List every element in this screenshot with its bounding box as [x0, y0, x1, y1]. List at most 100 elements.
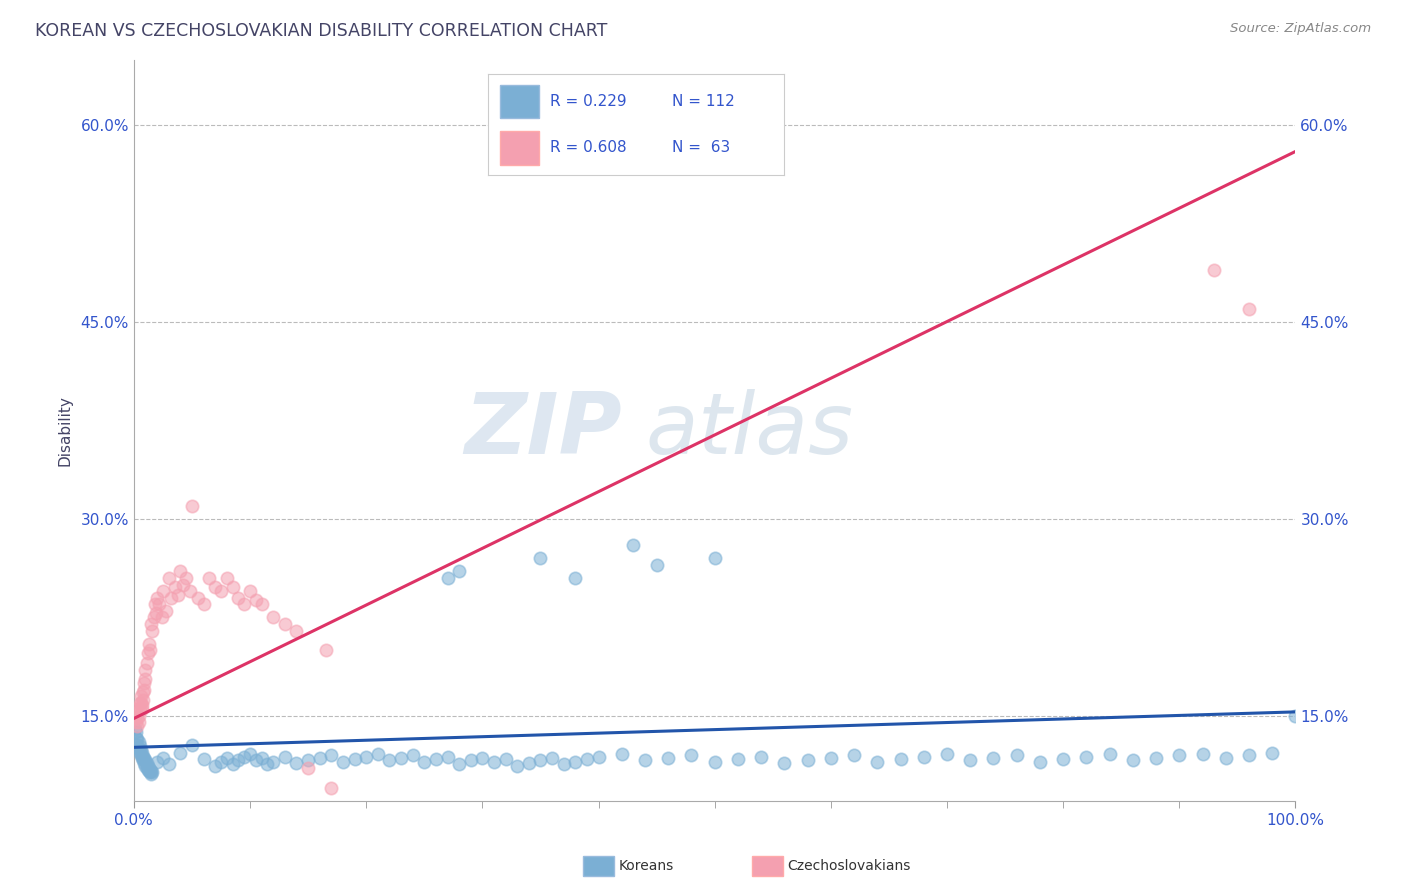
Point	[1168, 748, 1191, 763]
Point	[959, 754, 981, 768]
Point	[1076, 749, 1098, 764]
Point	[482, 755, 505, 769]
Point	[321, 748, 343, 763]
Point	[181, 738, 204, 752]
Point	[215, 571, 238, 585]
Point	[228, 754, 250, 768]
Point	[193, 597, 215, 611]
Point	[134, 756, 156, 770]
Point	[204, 758, 226, 772]
Point	[285, 624, 308, 638]
Point	[541, 751, 564, 765]
Point	[215, 751, 238, 765]
Point	[136, 763, 159, 777]
Point	[645, 558, 668, 572]
Point	[256, 757, 278, 772]
Point	[131, 751, 153, 765]
Point	[128, 715, 150, 730]
Point	[134, 758, 156, 772]
Point	[506, 758, 529, 772]
Point	[172, 577, 194, 591]
Point	[128, 741, 150, 756]
Point	[285, 756, 308, 770]
Point	[146, 755, 169, 769]
Point	[610, 747, 633, 761]
Point	[564, 755, 586, 769]
Point	[460, 754, 482, 768]
Point	[150, 610, 173, 624]
Point	[141, 764, 163, 778]
Point	[449, 565, 471, 579]
Point	[127, 738, 149, 752]
Point	[138, 637, 160, 651]
Point	[517, 756, 540, 770]
Point	[866, 755, 889, 769]
Point	[1005, 748, 1028, 763]
Point	[889, 752, 911, 766]
Point	[1191, 747, 1213, 761]
Point	[124, 722, 146, 736]
Point	[127, 732, 149, 747]
Point	[343, 752, 366, 766]
Point	[142, 610, 165, 624]
Point	[179, 584, 201, 599]
Point	[425, 752, 447, 766]
Point	[131, 746, 153, 760]
Point	[125, 715, 148, 730]
Point	[124, 702, 146, 716]
Point	[1098, 747, 1121, 761]
Point	[157, 571, 180, 585]
Point	[135, 756, 157, 770]
Point	[128, 696, 150, 710]
Point	[1204, 262, 1226, 277]
Point	[132, 685, 155, 699]
Point	[245, 593, 267, 607]
Text: atlas: atlas	[645, 389, 853, 472]
Point	[143, 597, 166, 611]
Point	[378, 754, 401, 768]
Point	[588, 749, 610, 764]
Point	[401, 748, 423, 763]
Point	[274, 749, 297, 764]
Point	[221, 580, 243, 594]
Point	[160, 591, 183, 605]
Point	[155, 604, 177, 618]
Point	[145, 607, 167, 621]
Point	[495, 752, 517, 766]
Point	[749, 749, 772, 764]
Point	[146, 591, 169, 605]
Point	[163, 580, 186, 594]
Point	[167, 588, 190, 602]
Point	[228, 591, 250, 605]
Point	[657, 751, 679, 765]
Point	[139, 643, 162, 657]
Point	[1284, 708, 1306, 723]
Point	[262, 610, 284, 624]
Point	[138, 761, 160, 775]
Point	[129, 689, 152, 703]
Point	[297, 754, 319, 768]
Point	[132, 749, 155, 764]
Point	[233, 749, 256, 764]
Point	[274, 616, 297, 631]
Point	[141, 765, 163, 780]
Point	[413, 755, 436, 769]
Point	[134, 676, 156, 690]
Point	[1144, 751, 1167, 765]
Text: ZIP: ZIP	[464, 389, 621, 472]
Point	[842, 748, 865, 763]
Point	[250, 751, 273, 765]
Point	[1237, 748, 1260, 763]
Point	[129, 748, 152, 763]
Point	[1052, 752, 1074, 766]
Text: Source: ZipAtlas.com: Source: ZipAtlas.com	[1230, 22, 1371, 36]
Point	[209, 584, 232, 599]
Point	[193, 752, 215, 766]
Point	[321, 780, 343, 795]
Point	[634, 754, 657, 768]
Point	[308, 751, 330, 765]
Point	[250, 597, 273, 611]
Point	[621, 538, 644, 552]
Point	[564, 571, 586, 585]
Point	[127, 711, 149, 725]
